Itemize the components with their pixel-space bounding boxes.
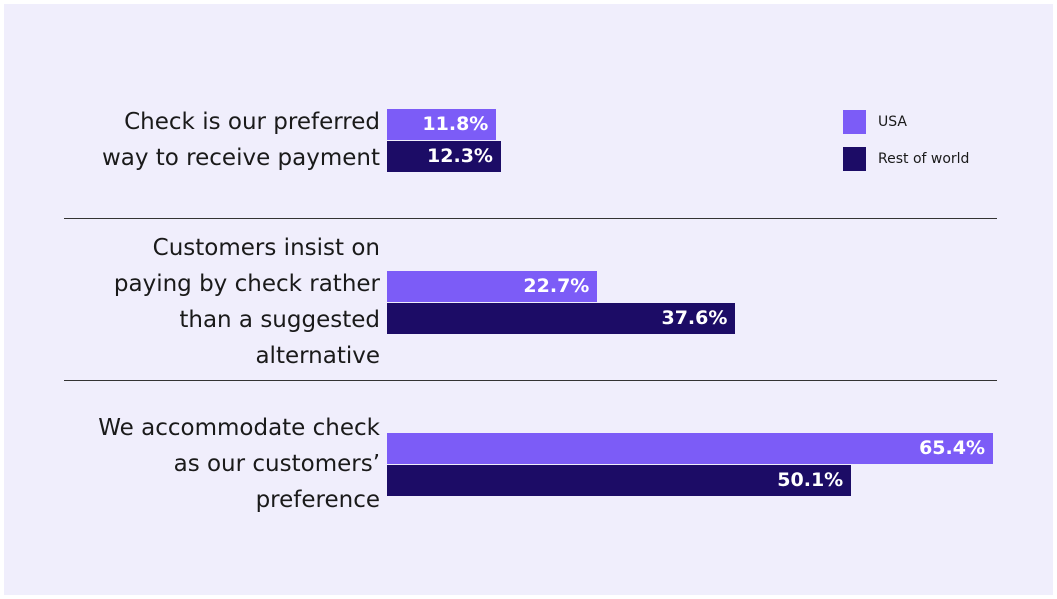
category-label: Check is our preferred way to receive pa… (101, 109, 380, 171)
value-label: 65.4% (919, 436, 985, 459)
category-label: We accommodate check as our customers’ p… (98, 415, 380, 513)
separator (64, 380, 997, 381)
legend-label: USA (878, 114, 907, 130)
bar (387, 432, 993, 464)
legend-swatch (843, 110, 866, 134)
value-label: 11.8% (422, 112, 489, 135)
value-label: 12.3% (427, 144, 493, 167)
separator (64, 218, 997, 219)
bar (387, 464, 852, 496)
value-label: 50.1% (777, 468, 844, 491)
bar (387, 302, 736, 334)
value-label: 22.7% (523, 274, 590, 297)
legend-label: Rest of world (878, 151, 970, 167)
category-label: Customers insist on paying by check rath… (113, 235, 380, 369)
bar (387, 270, 598, 302)
bar (387, 140, 501, 172)
legend-swatch (843, 147, 866, 171)
bar (387, 108, 497, 140)
value-label: 37.6% (661, 306, 728, 329)
